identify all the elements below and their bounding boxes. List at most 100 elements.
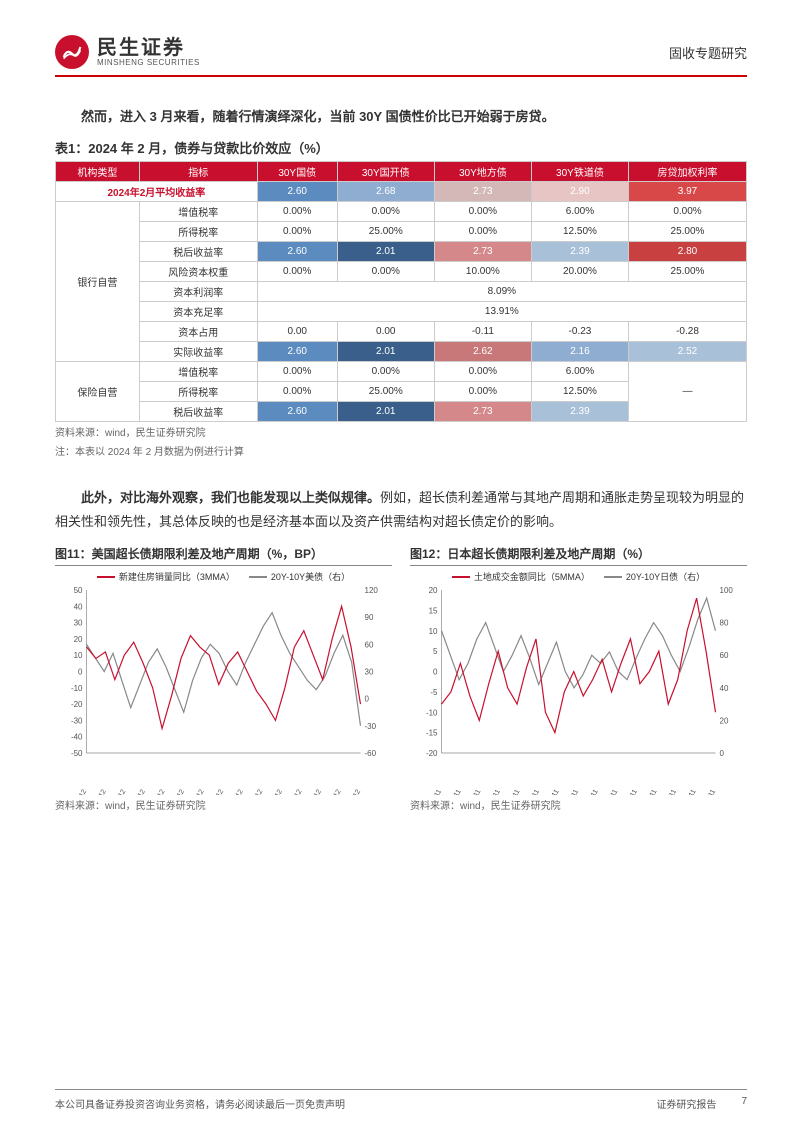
table-cell: 12.50%	[531, 381, 628, 401]
svg-text:2018/12: 2018/12	[304, 788, 323, 795]
table-cell: 8.09%	[257, 281, 746, 301]
footer-report-label: 证券研究报告	[656, 1096, 716, 1111]
table-cell: 增值税率	[139, 201, 257, 221]
chart12: 图12：日本超长债期限利差及地产周期（%） 土地成交金额同比（5MMA）20Y-…	[410, 545, 747, 812]
table-cell: 税后收益率	[139, 241, 257, 261]
table-cell: 2.62	[434, 341, 531, 361]
svg-text:100: 100	[720, 586, 734, 595]
svg-text:20: 20	[429, 586, 438, 595]
svg-text:-40: -40	[71, 733, 83, 742]
svg-text:1996/12: 1996/12	[89, 788, 108, 795]
table-cell: 12.50%	[531, 221, 628, 241]
table-cell: 2.01	[337, 401, 434, 421]
table-cell: 0.00%	[337, 201, 434, 221]
table-cell: 0.00%	[337, 361, 434, 381]
chart11-source: 资料来源：wind，民生证券研究院	[55, 797, 392, 812]
svg-text:-20: -20	[426, 749, 438, 758]
table-row: 资本占用0.000.00-0.11-0.23-0.28	[56, 321, 747, 341]
chart11: 图11：美国超长债期限利差及地产周期（%，BP） 新建住房销量同比（3MMA）2…	[55, 545, 392, 812]
svg-text:30: 30	[365, 668, 374, 677]
footer-page-number: 7	[741, 1096, 747, 1111]
svg-text:20: 20	[720, 716, 729, 725]
table1-col-header: 30Y国开债	[337, 161, 434, 181]
doc-type: 固收专题研究	[669, 43, 747, 62]
table-cell: 6.00%	[531, 201, 628, 221]
svg-text:2018/11: 2018/11	[660, 788, 679, 795]
table-row: 实际收益率2.602.012.622.162.52	[56, 341, 747, 361]
table-cell: 2.60	[257, 181, 337, 201]
svg-text:30: 30	[74, 619, 83, 628]
svg-text:1998/11: 1998/11	[464, 788, 483, 795]
table-row: 税后收益率2.602.012.732.392.80	[56, 241, 747, 261]
svg-text:1996/11: 1996/11	[444, 788, 463, 795]
table-row: 所得税率0.00%25.00%0.00%12.50%25.00%	[56, 221, 747, 241]
table-cell: 25.00%	[337, 221, 434, 241]
table-cell: 风险资本权重	[139, 261, 257, 281]
svg-text:2012/12: 2012/12	[246, 788, 265, 795]
legend-item: 20Y-10Y美债（右）	[249, 570, 350, 583]
table1-source: 资料来源：wind，民生证券研究院	[55, 426, 747, 441]
svg-text:20: 20	[74, 635, 83, 644]
svg-text:0: 0	[720, 749, 725, 758]
table-row: 2024年2月平均收益率2.602.682.732.903.97	[56, 181, 747, 201]
logo-icon	[55, 35, 89, 69]
table-cell: 25.00%	[629, 221, 747, 241]
table-cell: 2.60	[257, 401, 337, 421]
logo: 民生证券 MINSHENG SECURITIES	[55, 35, 200, 69]
page-footer: 本公司具备证券投资咨询业务资格，请务必阅读最后一页免责声明 证券研究报告 7	[55, 1089, 747, 1111]
svg-text:80: 80	[720, 619, 729, 628]
table-cell: 2.90	[531, 181, 628, 201]
table-cell: 2.73	[434, 241, 531, 261]
table-row: 银行自营增值税率0.00%0.00%0.00%6.00%0.00%	[56, 201, 747, 221]
chart12-source: 资料来源：wind，民生证券研究院	[410, 797, 747, 812]
table-cell: -0.28	[629, 321, 747, 341]
svg-text:2010/12: 2010/12	[226, 788, 245, 795]
svg-text:5: 5	[433, 647, 438, 656]
svg-text:1994/11: 1994/11	[425, 788, 444, 795]
table1-col-header: 30Y地方债	[434, 161, 531, 181]
table-cell: 0.00%	[337, 261, 434, 281]
svg-text:-30: -30	[71, 716, 83, 725]
table-cell: 2.80	[629, 241, 747, 261]
svg-text:2000/12: 2000/12	[128, 788, 147, 795]
table-cell: 2.73	[434, 401, 531, 421]
chart11-legend: 新建住房销量同比（3MMA） 20Y-10Y美债（右）	[55, 570, 392, 583]
table-cell: 6.00%	[531, 361, 628, 381]
table-cell: 0.00%	[257, 261, 337, 281]
svg-text:2008/12: 2008/12	[207, 788, 226, 795]
table-cell: 0.00%	[257, 361, 337, 381]
svg-text:15: 15	[429, 606, 438, 615]
paragraph-2: 此外，对比海外观察，我们也能发现以上类似规律。例如，超长债利差通常与其地产周期和…	[55, 486, 747, 535]
svg-text:50: 50	[74, 586, 83, 595]
table1-title: 表1：2024 年 2 月，债券与贷款比价效应（%）	[55, 138, 747, 157]
table-cell: 20.00%	[531, 261, 628, 281]
table1-header-row: 机构类型指标30Y国债30Y国开债30Y地方债30Y铁道债房贷加权利率	[56, 161, 747, 181]
table-cell: 所得税率	[139, 381, 257, 401]
table-cell: 0.00	[257, 321, 337, 341]
svg-text:1994/12: 1994/12	[70, 788, 89, 795]
chart12-svg: -20-15-10-5051015200204060801001994/1119…	[410, 585, 747, 795]
svg-text:-15: -15	[426, 729, 438, 738]
table-cell: 2.73	[434, 181, 531, 201]
table-cell: 0.00%	[257, 201, 337, 221]
table-cell: 2.68	[337, 181, 434, 201]
svg-text:-30: -30	[365, 722, 377, 731]
svg-text:2016/12: 2016/12	[285, 788, 304, 795]
svg-text:2022/12: 2022/12	[344, 788, 363, 795]
table-cell: 实际收益率	[139, 341, 257, 361]
paragraph-1: 然而，进入 3 月来看，随着行情演绎深化，当前 30Y 国债性价比已开始弱于房贷…	[55, 105, 747, 130]
table-cell: -0.11	[434, 321, 531, 341]
table-cell: 10.00%	[434, 261, 531, 281]
svg-text:2022/11: 2022/11	[699, 788, 718, 795]
svg-text:0: 0	[365, 695, 370, 704]
table-cell: 银行自营	[56, 201, 140, 361]
table-cell: 25.00%	[337, 381, 434, 401]
legend-item: 新建住房销量同比（3MMA）	[97, 570, 235, 583]
svg-text:-5: -5	[430, 688, 438, 697]
table-cell: 2.52	[629, 341, 747, 361]
svg-text:2020/11: 2020/11	[679, 788, 698, 795]
table1-col-header: 30Y铁道债	[531, 161, 628, 181]
svg-text:2012/11: 2012/11	[601, 788, 620, 795]
footer-disclaimer: 本公司具备证券投资咨询业务资格，请务必阅读最后一页免责声明	[55, 1096, 345, 1111]
table-cell: 0.00	[337, 321, 434, 341]
